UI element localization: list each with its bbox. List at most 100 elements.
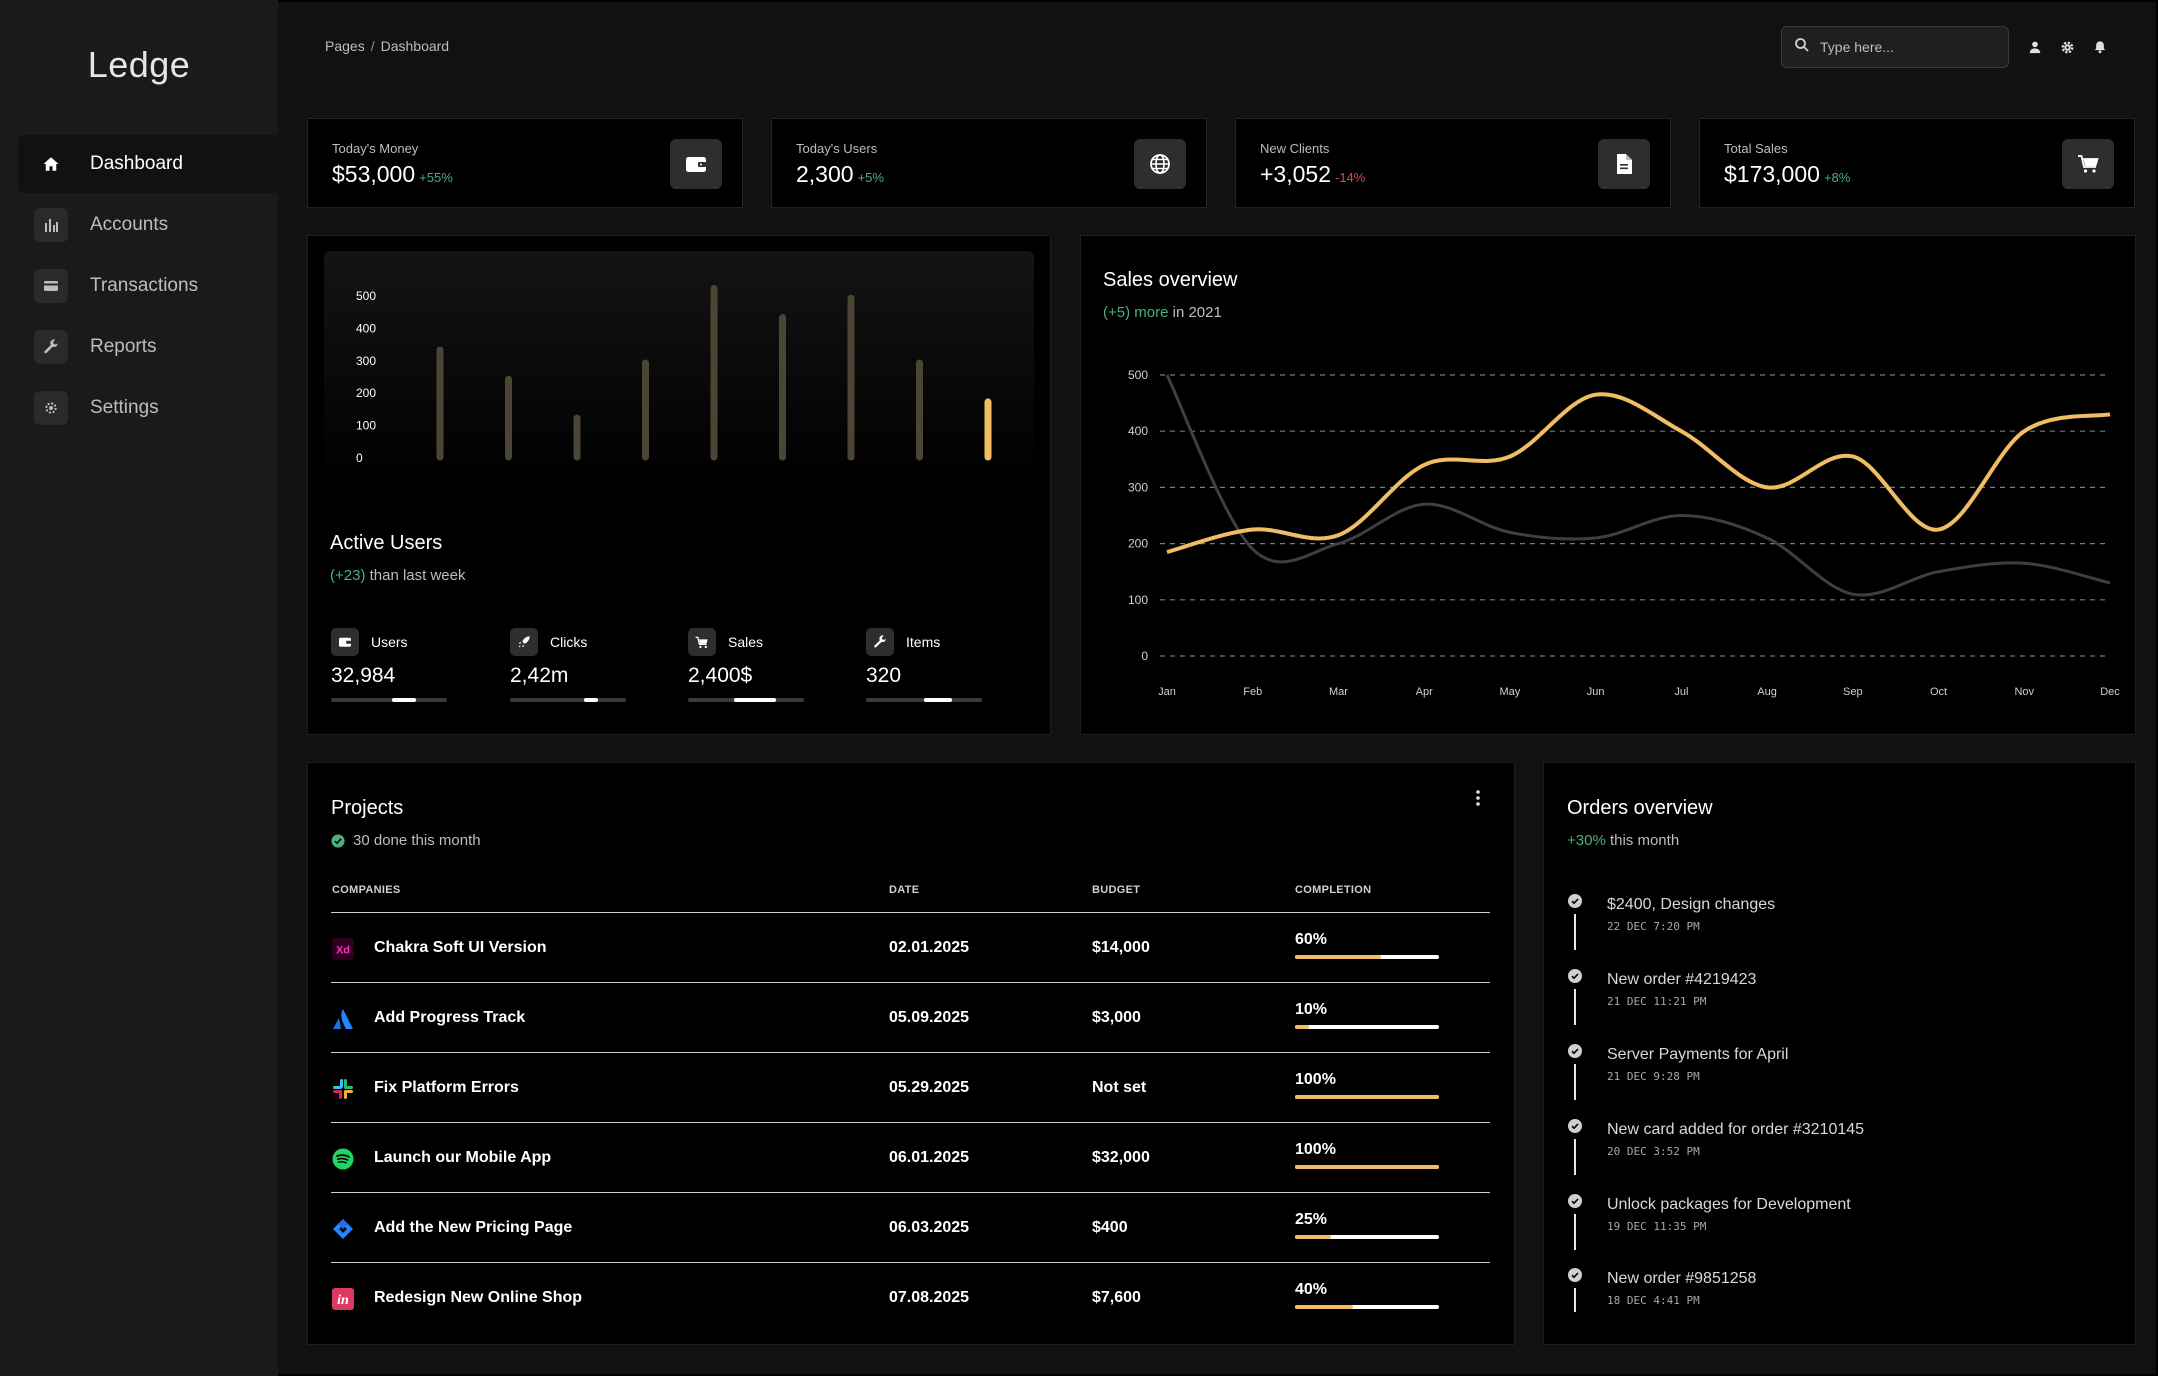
- project-completion: 10%: [1295, 1001, 1328, 1018]
- x-tick-label: Sep: [1843, 686, 1863, 698]
- bell-icon[interactable]: [2091, 38, 2109, 56]
- timeline-time: 19 DEC 11:35 PM: [1607, 1220, 1707, 1233]
- completion-progress-fill: [1295, 1025, 1310, 1029]
- timeline-item[interactable]: New card added for order #3210145 20 DEC…: [1568, 1117, 2128, 1192]
- breadcrumb-pages[interactable]: Pages: [325, 38, 365, 54]
- breadcrumb: Pages / Dashboard: [325, 38, 449, 54]
- more-vertical-icon[interactable]: [1472, 788, 1484, 808]
- y-tick-label: 0: [1141, 649, 1148, 663]
- check-circle-icon: [1568, 1044, 1582, 1058]
- rocket-icon: [510, 628, 538, 656]
- project-budget: $400: [1092, 1219, 1128, 1236]
- completion-progress-track: [1295, 1165, 1439, 1169]
- project-budget: $3,000: [1092, 1009, 1141, 1026]
- metric-sales: Sales 2,400$: [688, 628, 808, 702]
- metric-value: 2,400$: [688, 664, 753, 687]
- wrench-icon: [34, 330, 68, 364]
- timeline-connector: [1574, 1214, 1576, 1250]
- breadcrumb-separator: /: [370, 38, 375, 54]
- metric-progress-fill: [391, 698, 417, 702]
- timeline-item[interactable]: Server Payments for April 21 DEC 9:28 PM: [1568, 1042, 2128, 1117]
- orders-overview-change: +30%: [1567, 832, 1606, 849]
- y-tick-label: 400: [356, 321, 376, 335]
- cart-icon: [2062, 139, 2114, 189]
- stat-value: $173,000: [1724, 161, 1820, 187]
- timeline-item[interactable]: $2400, Design changes 22 DEC 7:20 PM: [1568, 892, 2128, 967]
- app-logo[interactable]: Ledge: [87, 44, 191, 85]
- orders-overview-subtitle-text: this month: [1605, 832, 1680, 849]
- active-users-chart-area: 500 400 300 200 100 0: [324, 251, 1034, 483]
- metric-items: Items 320: [866, 628, 986, 702]
- x-tick-label: Feb: [1243, 686, 1262, 698]
- project-budget: $14,000: [1092, 939, 1150, 956]
- check-circle-icon: [1568, 1119, 1582, 1133]
- stat-value: 2,300: [796, 161, 854, 187]
- sidebar-item-accounts[interactable]: Accounts: [18, 196, 278, 254]
- x-tick-label: Apr: [1416, 686, 1433, 698]
- column-header-companies: COMPANIES: [332, 884, 401, 896]
- sidebar-item-label: Dashboard: [90, 153, 183, 174]
- timeline-connector: [1574, 1288, 1576, 1312]
- check-circle-icon: [1568, 894, 1582, 908]
- timeline-time: 18 DEC 4:41 PM: [1607, 1294, 1700, 1307]
- project-name: Add Progress Track: [374, 1009, 526, 1026]
- projects-title: Projects: [331, 797, 404, 819]
- orders-overview-panel: [1543, 762, 2136, 1345]
- timeline-item[interactable]: Unlock packages for Development 19 DEC 1…: [1568, 1192, 2128, 1267]
- x-tick-label: Dec: [2100, 686, 2120, 698]
- metric-progress-fill: [924, 698, 952, 702]
- x-tick-label: Jun: [1587, 686, 1605, 698]
- table-row[interactable]: Fix Platform Errors 05.29.2025 Not set 1…: [331, 1052, 1490, 1122]
- metric-progress-fill: [584, 698, 599, 702]
- table-row[interactable]: in Redesign New Online Shop 07.08.2025 $…: [331, 1262, 1490, 1332]
- table-row[interactable]: Add the New Pricing Page 06.03.2025 $400…: [331, 1192, 1490, 1262]
- metric-users: Users 32,984: [331, 628, 451, 702]
- metric-progress-fill: [734, 698, 777, 702]
- metric-progress-track: [331, 698, 447, 702]
- project-name: Add the New Pricing Page: [374, 1219, 573, 1236]
- y-tick-label: 500: [1128, 368, 1148, 382]
- timeline-item[interactable]: New order #9851258 18 DEC 4:41 PM: [1568, 1266, 2128, 1341]
- stat-change: -14%: [1335, 170, 1366, 185]
- sidebar-item-transactions[interactable]: Transactions: [18, 257, 278, 315]
- user-icon[interactable]: [2026, 38, 2044, 56]
- completion-progress-fill: [1295, 1165, 1439, 1169]
- stat-card-money: Today's Money $53,000 +55%: [307, 118, 743, 208]
- sales-overview-panel: [1080, 235, 2136, 735]
- active-users-change: (+23): [330, 567, 366, 584]
- timeline-item[interactable]: New order #4219423 21 DEC 11:21 PM: [1568, 967, 2128, 1042]
- project-date: 06.03.2025: [889, 1219, 970, 1236]
- wallet-icon: [331, 628, 359, 656]
- wallet-icon: [670, 139, 722, 189]
- active-users-subtitle: (+23) than last week: [330, 567, 466, 584]
- y-tick-label: 200: [1128, 537, 1148, 551]
- metric-value: 32,984: [331, 664, 396, 687]
- project-date: 02.01.2025: [889, 939, 970, 956]
- completion-progress-fill: [1295, 1095, 1439, 1099]
- project-date: 07.08.2025: [889, 1289, 970, 1306]
- stat-label: Today's Users: [796, 141, 878, 156]
- sidebar-item-dashboard[interactable]: Dashboard: [18, 135, 278, 193]
- gear-icon[interactable]: [2058, 38, 2076, 56]
- project-date: 06.01.2025: [889, 1149, 970, 1166]
- stat-change: +5%: [857, 170, 884, 185]
- search-input[interactable]: [1820, 39, 1990, 55]
- globe-icon: [1134, 139, 1186, 189]
- project-name: Fix Platform Errors: [374, 1079, 519, 1096]
- sales-overview-subtitle: (+5) more in 2021: [1103, 304, 1222, 321]
- table-row[interactable]: Launch our Mobile App 06.01.2025 $32,000…: [331, 1122, 1490, 1192]
- metric-label: Clicks: [550, 634, 588, 650]
- timeline-connector: [1574, 914, 1576, 950]
- search-box[interactable]: [1781, 26, 2009, 68]
- y-tick-label: 0: [356, 451, 363, 465]
- sidebar-item-label: Settings: [90, 397, 159, 418]
- sidebar-item-settings[interactable]: Settings: [18, 379, 278, 437]
- gear-icon: [34, 391, 68, 425]
- table-row[interactable]: Add Progress Track 05.09.2025 $3,000 10%: [331, 982, 1490, 1052]
- x-tick-label: Jul: [1674, 686, 1688, 698]
- stat-value: +3,052: [1260, 161, 1331, 187]
- y-tick-label: 400: [1128, 424, 1148, 438]
- metric-value: 320: [866, 664, 902, 687]
- table-row[interactable]: Xd Chakra Soft UI Version 02.01.2025 $14…: [331, 912, 1490, 982]
- sidebar-item-reports[interactable]: Reports: [18, 318, 278, 376]
